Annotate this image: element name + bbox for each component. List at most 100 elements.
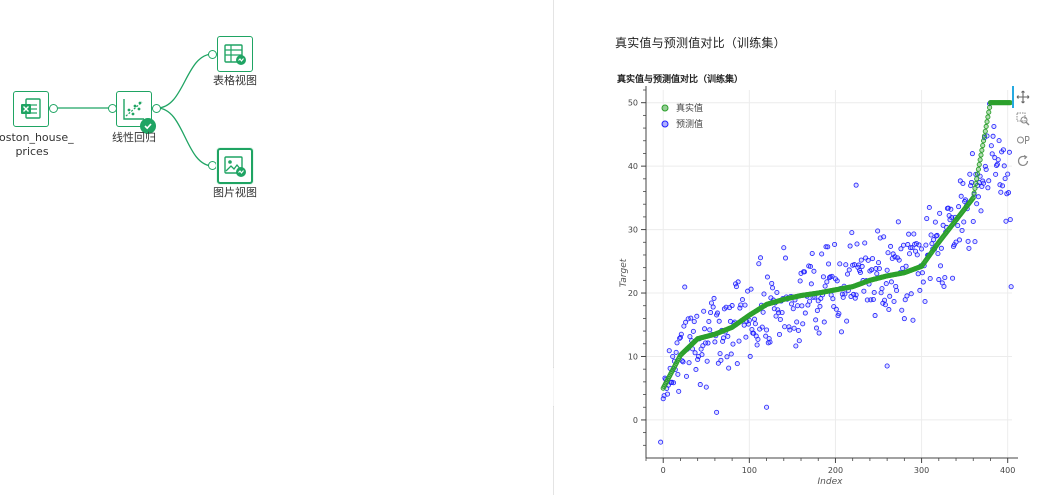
chart-axes: 0 10 20 30 40 50 0 100 200 300 400: [628, 86, 1018, 475]
point-predicted-outlier: [853, 182, 859, 188]
point-predicted: [738, 302, 744, 308]
point-predicted: [906, 231, 912, 237]
point-predicted: [913, 241, 919, 247]
point-predicted: [876, 266, 882, 272]
y-tick-label: 50: [628, 99, 638, 108]
panel-divider[interactable]: [553, 0, 554, 495]
point-predicted: [896, 257, 902, 263]
x-tick-label: 300: [914, 466, 929, 475]
point-predicted: [932, 219, 938, 225]
x-tick-label: 200: [828, 466, 843, 475]
point-predicted: [836, 311, 842, 317]
point-predicted: [844, 318, 850, 324]
point-predicted: [967, 171, 973, 177]
legend-swatch-pred: [661, 120, 669, 128]
point-predicted: [854, 241, 860, 247]
edge-linreg-to-table: [156, 53, 214, 109]
point-predicted: [989, 151, 995, 157]
point-predicted: [886, 307, 892, 313]
point-predicted: [919, 270, 925, 276]
point-predicted: [924, 216, 930, 222]
point-predicted: [905, 242, 911, 248]
port-table-in[interactable]: [208, 50, 217, 59]
point-predicted: [937, 210, 943, 216]
point-predicted: [726, 365, 732, 371]
point-predicted: [770, 285, 776, 291]
point-predicted: [675, 371, 681, 377]
point-predicted: [1005, 171, 1011, 177]
point-predicted: [834, 278, 840, 284]
point-predicted: [864, 297, 870, 303]
point-predicted: [754, 342, 760, 348]
point-predicted: [929, 241, 935, 247]
point-predicted: [735, 279, 741, 285]
chart-legend[interactable]: 真实值 预测值: [661, 102, 703, 130]
point-true: [976, 162, 982, 168]
y-axis-label: Target: [619, 258, 629, 287]
point-predicted: [981, 180, 987, 186]
point-predicted: [790, 306, 796, 312]
point-predicted: [898, 246, 904, 252]
x-tick-label: 0: [661, 466, 666, 475]
point-predicted: [895, 219, 901, 225]
point-predicted: [993, 171, 999, 177]
point-predicted: [819, 251, 825, 257]
point-predicted: [861, 288, 867, 294]
point-predicted: [736, 338, 742, 344]
box-zoom-icon[interactable]: [1016, 112, 1030, 126]
port-image-in[interactable]: [208, 161, 217, 170]
point-predicted: [869, 267, 875, 273]
point-predicted: [842, 291, 848, 297]
point-predicted: [671, 380, 677, 386]
point-true: [987, 104, 993, 110]
regression-scatter-icon: [123, 99, 144, 120]
port-data-out[interactable]: [49, 104, 58, 113]
point-predicted: [843, 262, 849, 268]
point-predicted: [872, 313, 878, 319]
node-boston-house-prices[interactable]: [13, 91, 49, 127]
point-predicted: [892, 254, 898, 260]
chart-title: 真实值与预测值对比（训练集）: [617, 73, 743, 85]
point-predicted: [758, 255, 764, 261]
point-predicted: [808, 281, 814, 287]
workflow-canvas[interactable]: boston_house_ prices 线性回归: [0, 0, 553, 495]
point-predicted: [721, 335, 727, 341]
point-predicted: [666, 348, 672, 354]
point-predicted: [796, 338, 802, 344]
point-predicted: [764, 327, 770, 333]
point-predicted: [994, 161, 1000, 167]
point-predicted: [923, 242, 929, 248]
node-image-view[interactable]: [217, 148, 253, 184]
chart-marks: [658, 100, 1014, 445]
point-predicted: [935, 251, 941, 257]
reset-icon[interactable]: [1016, 154, 1030, 168]
y-tick-label: 30: [628, 226, 638, 235]
y-tick-label: 20: [628, 289, 638, 298]
point-predicted: [961, 219, 967, 225]
node-table-view[interactable]: [217, 36, 253, 72]
point-predicted: [769, 280, 775, 286]
point-predicted: [998, 189, 1004, 195]
point-predicted: [774, 289, 780, 295]
success-check-icon: [140, 118, 156, 134]
panel-title: 真实值与预测值对比（训练集）: [615, 36, 786, 50]
pan-icon[interactable]: [1016, 90, 1030, 104]
point-predicted: [958, 193, 964, 199]
point-predicted: [909, 245, 915, 251]
point-predicted: [813, 317, 819, 323]
point-predicted: [996, 138, 1002, 144]
point-predicted: [779, 310, 785, 316]
point-predicted: [781, 245, 787, 251]
wheel-zoom-icon[interactable]: [1016, 133, 1030, 147]
point-predicted: [718, 357, 724, 363]
point-predicted: [966, 245, 972, 251]
point-predicted: [817, 303, 823, 309]
point-predicted: [797, 278, 803, 284]
point-predicted: [985, 185, 991, 191]
port-linreg-out[interactable]: [152, 104, 161, 113]
point-predicted: [917, 287, 923, 293]
point-predicted: [838, 329, 844, 335]
label-boston-house-prices: boston_house_ prices: [0, 131, 74, 159]
point-predicted: [1000, 147, 1006, 153]
